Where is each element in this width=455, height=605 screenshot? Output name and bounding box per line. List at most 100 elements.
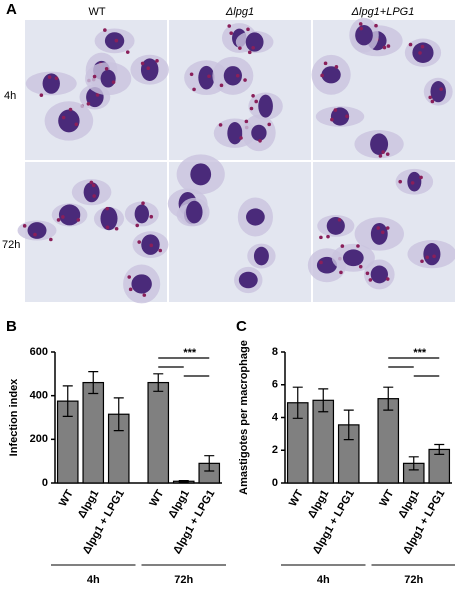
error-bar [434, 443, 445, 455]
parasite [219, 83, 224, 88]
parasite [330, 117, 334, 122]
error-bar [62, 385, 73, 418]
panel-label: C [236, 318, 247, 335]
nucleus [326, 216, 345, 235]
parasite [358, 264, 363, 269]
parasite [158, 248, 163, 253]
nucleus [246, 208, 265, 226]
parasite [365, 271, 370, 276]
parasite [103, 28, 107, 32]
parasite [68, 107, 73, 112]
nucleus [321, 66, 341, 84]
y-tick-label: 2 [272, 444, 278, 456]
bar [147, 381, 170, 484]
parasite [244, 119, 249, 124]
error-bar [408, 456, 419, 471]
parasite [86, 102, 91, 106]
error-bar [318, 388, 329, 413]
parasite [368, 278, 373, 282]
parasite [359, 26, 363, 31]
parasite [92, 74, 97, 79]
parasite [333, 108, 338, 112]
parasite [22, 224, 27, 228]
parasite [189, 72, 194, 77]
parasite [319, 235, 323, 240]
row-label: 72h [2, 239, 20, 251]
error-bar [343, 409, 354, 441]
y-tick-label: 600 [30, 346, 48, 358]
parasite [323, 61, 328, 66]
parasite [111, 80, 116, 84]
parasite [104, 66, 109, 71]
y-tick-label: 4 [272, 411, 279, 423]
parasite [251, 93, 255, 98]
parasite [425, 255, 430, 260]
y-axis-label: Amastigotes per macrophage [238, 340, 250, 495]
group-label: 4h [87, 574, 100, 586]
parasite [95, 93, 100, 97]
parasite [238, 46, 242, 50]
y-tick-label: 6 [272, 379, 278, 391]
parasite [378, 154, 383, 158]
nucleus [100, 206, 118, 231]
parasite [246, 27, 250, 32]
parasite [345, 114, 349, 119]
nucleus [100, 69, 116, 88]
parasite [140, 61, 145, 66]
parasite [149, 214, 154, 219]
parasite [356, 244, 360, 248]
y-tick-label: 0 [42, 477, 48, 489]
parasite [382, 45, 387, 50]
micrographs [17, 17, 455, 304]
parasite [381, 150, 385, 154]
parasite [339, 270, 343, 275]
parasite [398, 179, 403, 184]
y-tick-label: 400 [30, 390, 48, 402]
parasite [385, 152, 390, 156]
parasite [340, 244, 345, 248]
nucleus [412, 42, 434, 63]
nucleus [258, 94, 273, 118]
parasite [418, 51, 422, 55]
nucleus [430, 81, 446, 103]
nucleus [227, 122, 243, 145]
x-tick-label: WT [147, 488, 166, 509]
parasite [430, 99, 435, 104]
nucleus [83, 182, 100, 203]
bar [312, 399, 335, 484]
parasite [74, 122, 79, 127]
parasite [227, 24, 232, 28]
parasite [249, 106, 254, 111]
nucleus [355, 24, 373, 46]
nucleus [370, 133, 389, 155]
nucleus [251, 124, 267, 142]
bar [82, 381, 105, 484]
y-axis-label: Infection index [8, 378, 20, 457]
parasite [374, 23, 378, 28]
parasite [142, 293, 147, 297]
parasite [419, 175, 423, 180]
parasite [243, 78, 247, 82]
column-label: Δlpg1 [225, 6, 254, 18]
parasite [89, 180, 94, 185]
parasite [247, 50, 252, 55]
parasite [380, 230, 385, 235]
parasite [319, 260, 323, 265]
parasite [141, 201, 145, 206]
parasite [420, 44, 425, 49]
error-bar [178, 479, 189, 483]
nucleus [198, 65, 215, 90]
parasite [155, 59, 159, 63]
parasite [135, 223, 140, 228]
parasite [326, 234, 330, 239]
x-tick-label: Δlpg1 [306, 488, 332, 520]
nucleus [190, 163, 212, 186]
parasite [54, 76, 59, 81]
parasite [218, 123, 223, 127]
parasite [128, 287, 133, 292]
error-bar [292, 386, 303, 419]
y-tick-label: 0 [272, 477, 278, 489]
parasite [376, 226, 381, 230]
parasite [125, 50, 130, 54]
parasite [385, 226, 390, 230]
